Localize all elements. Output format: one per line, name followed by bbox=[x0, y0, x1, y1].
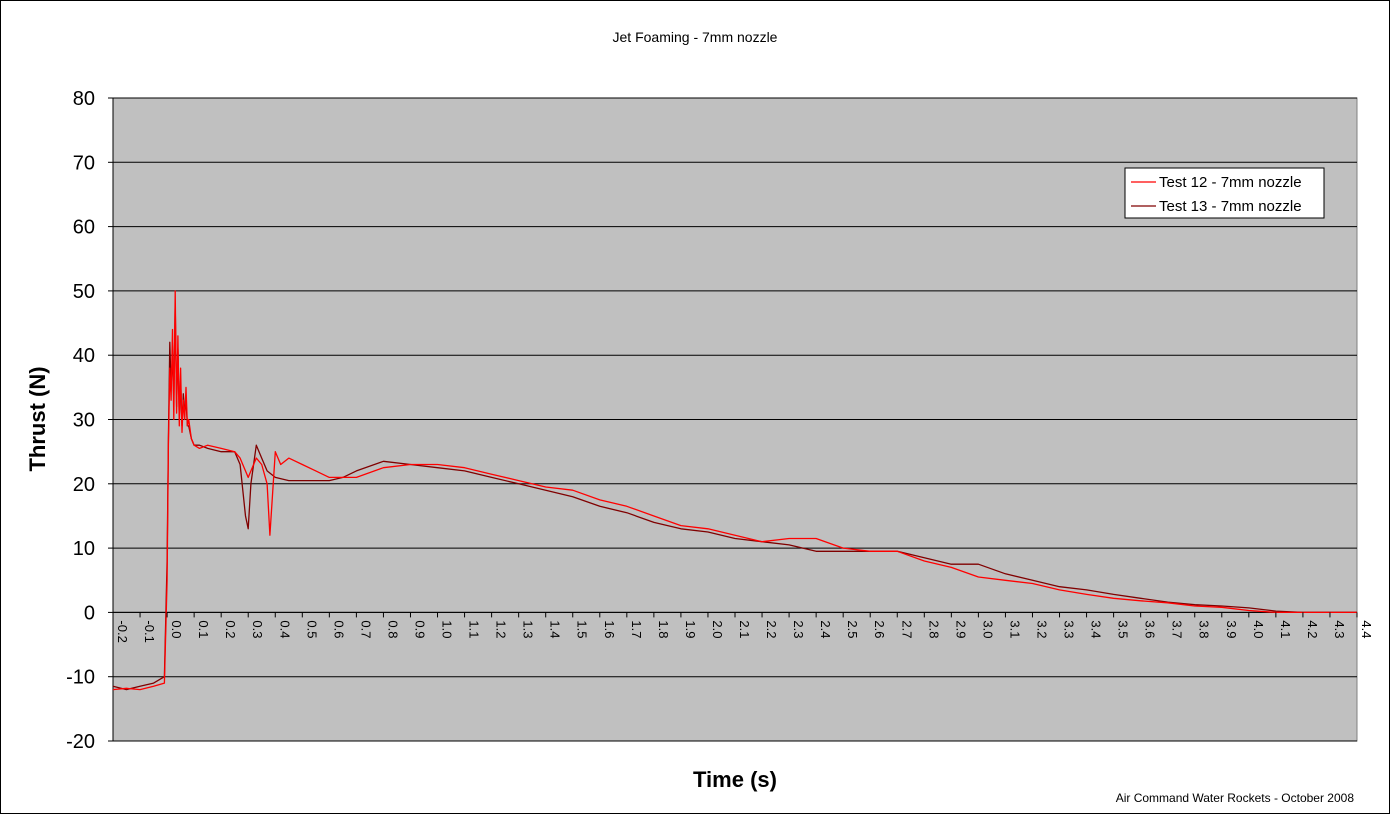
series-line-test-12 bbox=[112, 290, 1357, 691]
x-tick-label: 1.3 bbox=[521, 620, 536, 638]
x-tick-label: 1.5 bbox=[575, 620, 590, 638]
x-tick-label: 1.2 bbox=[494, 620, 509, 638]
x-tick-label: 1.8 bbox=[656, 620, 671, 638]
legend-label-test-13: Test 13 - 7mm nozzle bbox=[1159, 198, 1302, 215]
y-tick-label: -20 bbox=[66, 731, 95, 753]
x-tick-label: 0.0 bbox=[169, 620, 184, 638]
x-tick-label: 0.3 bbox=[250, 620, 265, 638]
y-tick-labels: 80 70 60 50 40 30 20 10 0 -10 -20 bbox=[66, 88, 113, 753]
x-tick-label: 0.7 bbox=[358, 620, 373, 638]
x-tick-label: 2.5 bbox=[845, 620, 860, 638]
x-tick-label: 0.1 bbox=[196, 620, 211, 638]
x-tick-label: 3.8 bbox=[1197, 620, 1212, 638]
legend-box bbox=[1124, 167, 1325, 219]
x-tick-label: -0.2 bbox=[115, 620, 130, 642]
x-tick-label: 3.5 bbox=[1116, 620, 1131, 638]
x-tick-label: 0.6 bbox=[331, 620, 346, 638]
x-tick-label: 1.1 bbox=[467, 620, 482, 638]
y-tick-label: 70 bbox=[73, 152, 95, 174]
x-tick-label: 0.9 bbox=[412, 620, 427, 638]
x-tick-label: 4.3 bbox=[1332, 620, 1347, 638]
x-tick-label: 0.4 bbox=[277, 620, 292, 638]
x-tick-label: 1.4 bbox=[548, 620, 563, 638]
y-tick-label: -10 bbox=[66, 667, 95, 689]
x-tick-label: 0.8 bbox=[385, 620, 400, 638]
y-tick-label: 10 bbox=[73, 538, 95, 560]
y-axis-label: Thrust (N) bbox=[25, 366, 50, 471]
x-tick-label: 2.9 bbox=[953, 620, 968, 638]
x-tick-label: 2.2 bbox=[764, 620, 779, 638]
y-tick-label: 0 bbox=[84, 602, 95, 624]
x-tick-label: 2.4 bbox=[818, 620, 833, 638]
x-tick-label: 3.0 bbox=[980, 620, 995, 638]
x-tick-label: 2.0 bbox=[710, 620, 725, 638]
legend-label-test-12: Test 12 - 7mm nozzle bbox=[1159, 174, 1302, 191]
x-tick-label: 1.9 bbox=[683, 620, 698, 638]
x-tick-labels: -0.2 -0.1 0.0 0.1 0.2 0.3 0.4 0.5 0.6 0.7 0.8 0.9 1.… bbox=[112, 612, 1374, 643]
credit-text: Air Command Water Rockets - October 2008 bbox=[1116, 791, 1355, 805]
x-tick-label: 4.2 bbox=[1305, 620, 1320, 638]
chart-title: Jet Foaming - 7mm nozzle bbox=[613, 29, 778, 45]
x-tick-label: 1.7 bbox=[629, 620, 644, 638]
x-tick-label: 3.3 bbox=[1062, 620, 1077, 638]
x-tick-label: 3.2 bbox=[1034, 620, 1049, 638]
y-tick-label: 30 bbox=[73, 410, 95, 432]
x-tick-label: 3.1 bbox=[1007, 620, 1022, 638]
x-tick-label: 2.6 bbox=[872, 620, 887, 638]
x-tick-label: 2.3 bbox=[791, 620, 806, 638]
y-tick-label: 50 bbox=[73, 281, 95, 303]
x-tick-label: -0.1 bbox=[142, 620, 157, 642]
y-tick-label: 40 bbox=[73, 345, 95, 367]
x-tick-label: 1.0 bbox=[440, 620, 455, 638]
x-tick-label: 3.9 bbox=[1224, 620, 1239, 638]
legend: Test 12 - 7mm nozzle Test 13 - 7mm nozzl… bbox=[1124, 167, 1325, 219]
x-tick-label: 4.1 bbox=[1278, 620, 1293, 638]
x-tick-label: 3.7 bbox=[1170, 620, 1185, 638]
x-tick-label: 0.2 bbox=[223, 620, 238, 638]
y-tick-label: 60 bbox=[73, 217, 95, 239]
x-tick-label: 2.7 bbox=[899, 620, 914, 638]
series-group bbox=[112, 290, 1357, 691]
y-tick-label: 20 bbox=[73, 474, 95, 496]
x-tick-label: 2.1 bbox=[737, 620, 752, 638]
y-tick-label: 80 bbox=[73, 88, 95, 110]
x-tick-label: 2.8 bbox=[926, 620, 941, 638]
x-tick-label: 1.6 bbox=[602, 620, 617, 638]
x-tick-label: 3.4 bbox=[1089, 620, 1104, 638]
x-axis-label: Time (s) bbox=[693, 767, 777, 792]
x-tick-label: 4.4 bbox=[1359, 620, 1374, 638]
x-tick-label: 0.5 bbox=[304, 620, 319, 638]
x-tick-label: 4.0 bbox=[1251, 620, 1266, 638]
x-tick-label: 3.6 bbox=[1143, 620, 1158, 638]
